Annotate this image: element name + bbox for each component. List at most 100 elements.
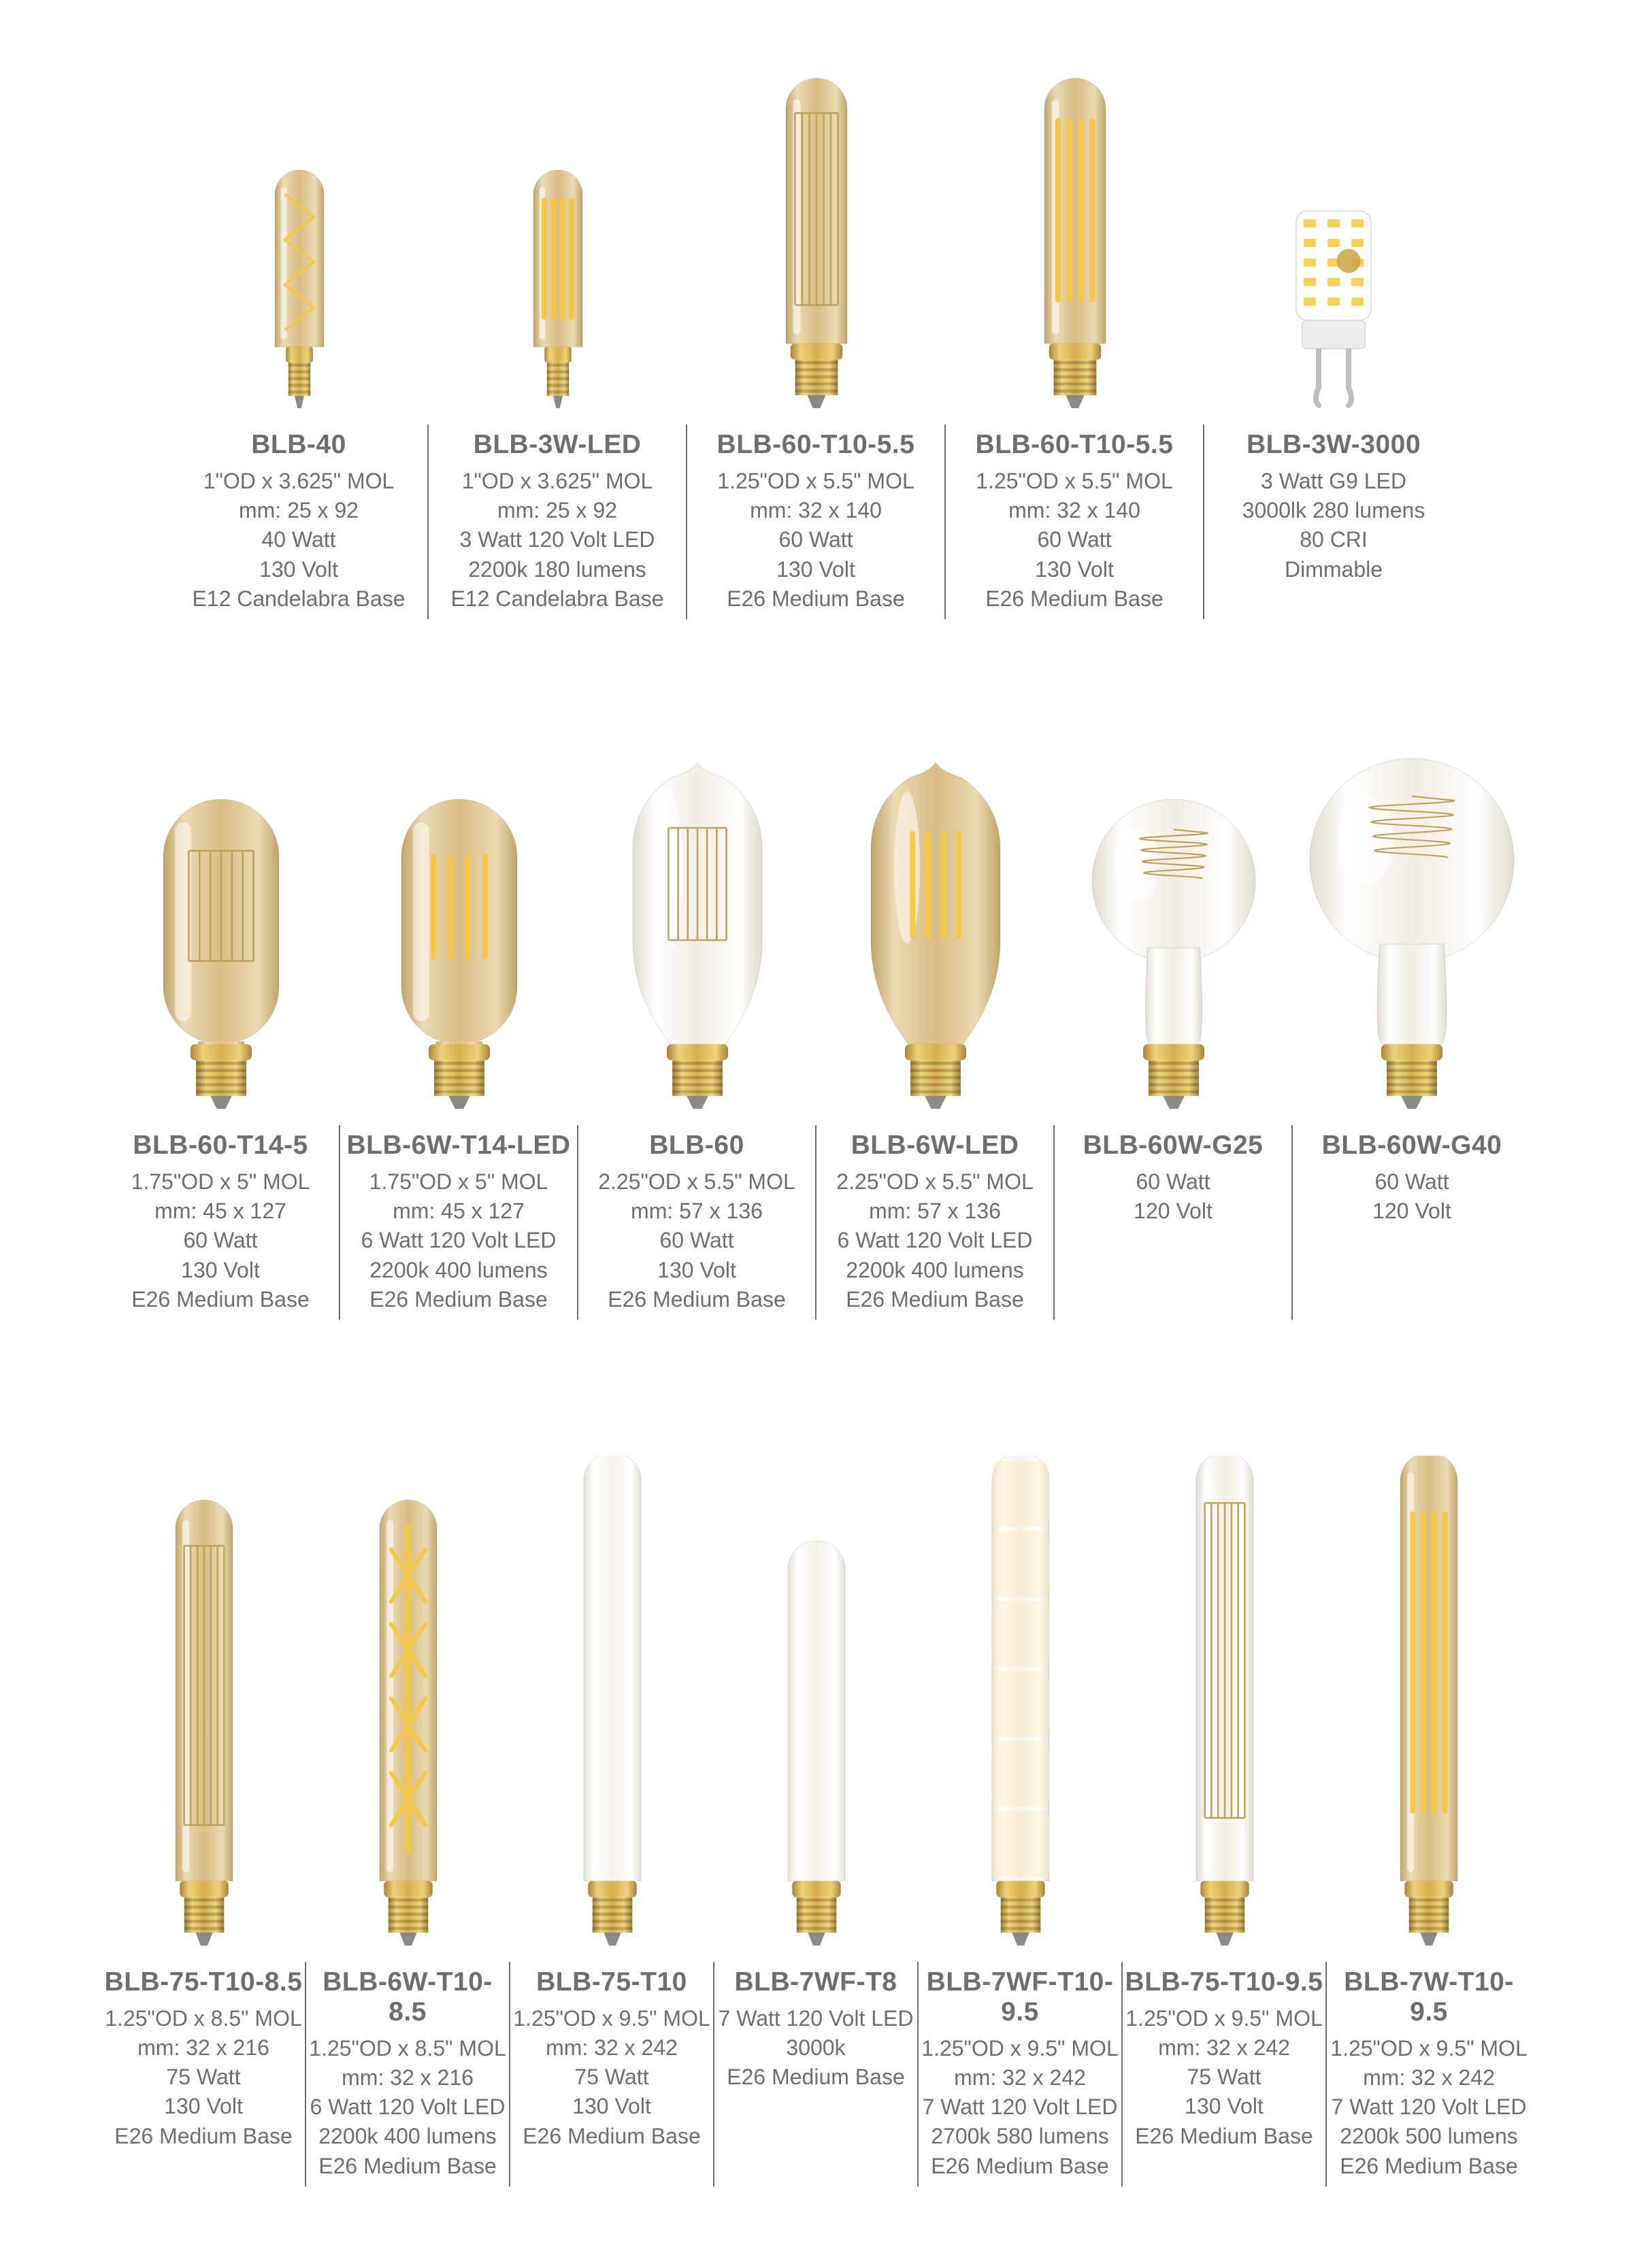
product-spec-line: 130 Volt xyxy=(687,555,944,584)
product-spec-line: 3000lk 280 lumens xyxy=(1204,496,1463,525)
product-spec-line: 75 Watt xyxy=(510,2063,713,2092)
product-spec-line: 80 CRI xyxy=(1204,525,1463,554)
product-spec-line: 1.25"OD x 9.5" MOL xyxy=(510,2004,713,2033)
bulb-illustration xyxy=(946,54,1204,408)
product-image-cell xyxy=(946,54,1204,408)
product-spec-line: mm: 32 x 242 xyxy=(510,2033,713,2063)
product-spec-box: BLB-7WF-T10-9.5 1.25"OD x 9.5" MOLmm: 32 … xyxy=(919,1962,1123,2186)
product-model: BLB-7W-T10-9.5 xyxy=(1327,1967,1531,2027)
bulb-illustration xyxy=(510,1456,714,1946)
product-spec-line: 60 Watt xyxy=(1293,1167,1531,1197)
bulb-illustration xyxy=(919,1456,1123,1946)
product-spec-line: E26 Medium Base xyxy=(306,2152,509,2181)
product-spec-line: mm: 45 x 127 xyxy=(340,1197,577,1226)
product-spec-box: BLB-3W-LED1"OD x 3.625" MOLmm: 25 x 923 … xyxy=(429,424,687,619)
product-spec-box: BLB-6W-T10-8.51.25"OD x 8.5" MOLmm: 32 x… xyxy=(306,1962,510,2186)
product-spec-line: 2.25"OD x 5.5" MOL xyxy=(578,1167,815,1197)
product-spec-box: BLB-60-T10-5.51.25"OD x 5.5" MOLmm: 32 x… xyxy=(687,424,946,619)
product-image-cell xyxy=(510,1456,714,1946)
product-spec-line: 7 Watt 120 Volt LED xyxy=(919,2092,1121,2122)
product-model: BLB-75-T10-9.5 xyxy=(1123,1967,1325,1997)
product-spec-line: Dimmable xyxy=(1204,555,1463,584)
product-model: BLB-40 xyxy=(170,430,427,460)
product-model: BLB-7WF-T10-9.5 xyxy=(919,1967,1121,2027)
bulb-illustration xyxy=(170,54,429,408)
product-spec-line: mm: 32 x 216 xyxy=(102,2033,305,2063)
product-spec-line: 1.25"OD x 9.5" MOL xyxy=(1123,2004,1325,2033)
product-spec-line: 6 Watt 120 Volt LED xyxy=(816,1226,1053,1255)
product-spec-line: 1.75"OD x 5" MOL xyxy=(102,1167,339,1197)
product-spec-line: 2700k 580 lumens xyxy=(919,2122,1121,2151)
bulb-illustration xyxy=(1327,1456,1531,1946)
product-image-cell xyxy=(687,54,946,408)
product-image-cell xyxy=(1123,1456,1327,1946)
product-spec-box: BLB-60W-G40 60 Watt120 Volt xyxy=(1293,1125,1531,1320)
product-spec-line: mm: 25 x 92 xyxy=(429,496,686,525)
product-model: BLB-3W-LED xyxy=(429,430,686,460)
product-image-cell xyxy=(1293,755,1531,1109)
bulb-illustration xyxy=(714,1456,919,1946)
product-model: BLB-3W-3000 xyxy=(1204,430,1463,460)
product-spec-line: mm: 32 x 140 xyxy=(946,496,1203,525)
bulb-illustration xyxy=(429,54,687,408)
product-spec-line: 2200k 400 lumens xyxy=(816,1256,1053,1285)
product-spec-line: 75 Watt xyxy=(102,2063,305,2092)
product-spec-row: BLB-401"OD x 3.625" MOLmm: 25 x 9240 Wat… xyxy=(82,424,1551,619)
bulb-illustration xyxy=(578,755,816,1109)
product-spec-line: E26 Medium Base xyxy=(1123,2122,1325,2151)
product-spec-box: BLB-6W-LED2.25"OD x 5.5" MOLmm: 57 x 136… xyxy=(816,1125,1055,1320)
product-spec-box: BLB-60-T10-5.5 1.25"OD x 5.5" MOLmm: 32 x… xyxy=(946,424,1204,619)
product-model: BLB-6W-LED xyxy=(816,1131,1053,1161)
product-spec-box: BLB-75-T10-9.5 1.25"OD x 9.5" MOLmm: 32 x… xyxy=(1123,1962,1327,2186)
product-spec-line: 60 Watt xyxy=(102,1226,339,1255)
product-spec-line: 40 Watt xyxy=(170,525,427,554)
product-spec-line: 2200k 400 lumens xyxy=(306,2122,509,2151)
product-image-cell xyxy=(429,54,687,408)
product-spec-line: 1.25"OD x 9.5" MOL xyxy=(919,2034,1121,2063)
product-spec-box: BLB-6W-T14-LED1.75"OD x 5" MOLmm: 45 x 1… xyxy=(340,1125,578,1320)
product-image-cell xyxy=(919,1456,1123,1946)
product-spec-line: 2200k 180 lumens xyxy=(429,555,686,584)
product-spec-line: mm: 32 x 242 xyxy=(919,2063,1121,2092)
product-spec-line: mm: 57 x 136 xyxy=(816,1197,1053,1226)
product-spec-line: E26 Medium Base xyxy=(919,2152,1121,2181)
product-spec-line: mm: 32 x 242 xyxy=(1327,2063,1531,2092)
bulb-illustration xyxy=(816,755,1055,1109)
product-spec-line: E12 Candelabra Base xyxy=(429,584,686,614)
product-spec-line: 6 Watt 120 Volt LED xyxy=(340,1226,577,1255)
product-spec-line: E26 Medium Base xyxy=(946,584,1203,614)
product-spec-line: mm: 32 x 242 xyxy=(1123,2033,1325,2063)
product-spec-box: BLB-401"OD x 3.625" MOLmm: 25 x 9240 Wat… xyxy=(170,424,429,619)
product-model: BLB-60W-G40 xyxy=(1293,1131,1531,1161)
product-image-cell xyxy=(1055,755,1293,1109)
product-spec-line: mm: 45 x 127 xyxy=(102,1197,339,1226)
product-image-cell xyxy=(340,755,578,1109)
product-model: BLB-6W-T14-LED xyxy=(340,1131,577,1161)
product-spec-line: 120 Volt xyxy=(1293,1197,1531,1226)
bulb-illustration xyxy=(1293,755,1531,1109)
product-spec-line: 60 Watt xyxy=(578,1226,815,1255)
product-spec-box: BLB-7W-T10-9.51.25"OD x 9.5" MOLmm: 32 x… xyxy=(1327,1962,1531,2186)
product-spec-line: 1.25"OD x 5.5" MOL xyxy=(946,467,1203,496)
product-model: BLB-60-T10-5.5 xyxy=(946,430,1203,460)
product-spec-line: 130 Volt xyxy=(170,555,427,584)
product-image-cell xyxy=(306,1456,510,1946)
product-spec-line: 120 Volt xyxy=(1055,1197,1291,1226)
product-spec-box: BLB-60-T14-5 1.75"OD x 5" MOLmm: 45 x 127… xyxy=(102,1125,340,1320)
product-spec-line: 3 Watt G9 LED xyxy=(1204,467,1463,496)
product-spec-line: 3 Watt 120 Volt LED xyxy=(429,525,686,554)
product-spec-line: 7 Watt 120 Volt LED xyxy=(1327,2092,1531,2122)
product-spec-line: 60 Watt xyxy=(687,525,944,554)
product-spec-box: BLB-75-T10 1.25"OD x 9.5" MOLmm: 32 x 242… xyxy=(510,1962,714,2186)
product-image-row xyxy=(82,1456,1551,1946)
product-image-cell xyxy=(102,1456,306,1946)
product-spec-line: mm: 57 x 136 xyxy=(578,1197,815,1226)
product-spec-line: 130 Volt xyxy=(102,2092,305,2121)
product-image-cell xyxy=(578,755,816,1109)
product-spec-line: 3000k xyxy=(714,2033,917,2063)
product-model: BLB-75-T10 xyxy=(510,1967,713,1997)
product-model: BLB-60-T14-5 xyxy=(102,1131,339,1161)
product-spec-box: BLB-3W-3000 3 Watt G9 LED3000lk 280 lumen… xyxy=(1204,424,1463,619)
product-image-cell xyxy=(816,755,1055,1109)
product-image-row xyxy=(82,755,1551,1109)
